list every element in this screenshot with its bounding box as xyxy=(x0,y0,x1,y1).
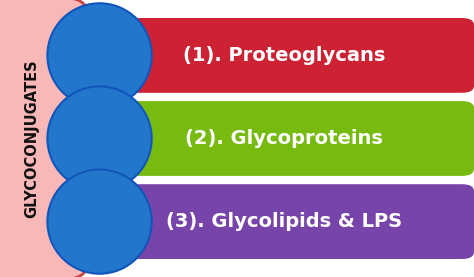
Text: (1). Proteoglycans: (1). Proteoglycans xyxy=(183,46,385,65)
Ellipse shape xyxy=(47,3,152,107)
FancyBboxPatch shape xyxy=(100,101,474,176)
Text: GLYCOCONJUGATES: GLYCOCONJUGATES xyxy=(25,59,40,218)
Ellipse shape xyxy=(47,170,152,274)
Text: (2). Glycoproteins: (2). Glycoproteins xyxy=(185,129,383,148)
FancyBboxPatch shape xyxy=(100,184,474,259)
FancyBboxPatch shape xyxy=(100,18,474,93)
Text: (3). Glycolipids & LPS: (3). Glycolipids & LPS xyxy=(166,212,402,231)
FancyBboxPatch shape xyxy=(0,0,88,277)
Ellipse shape xyxy=(47,86,152,191)
